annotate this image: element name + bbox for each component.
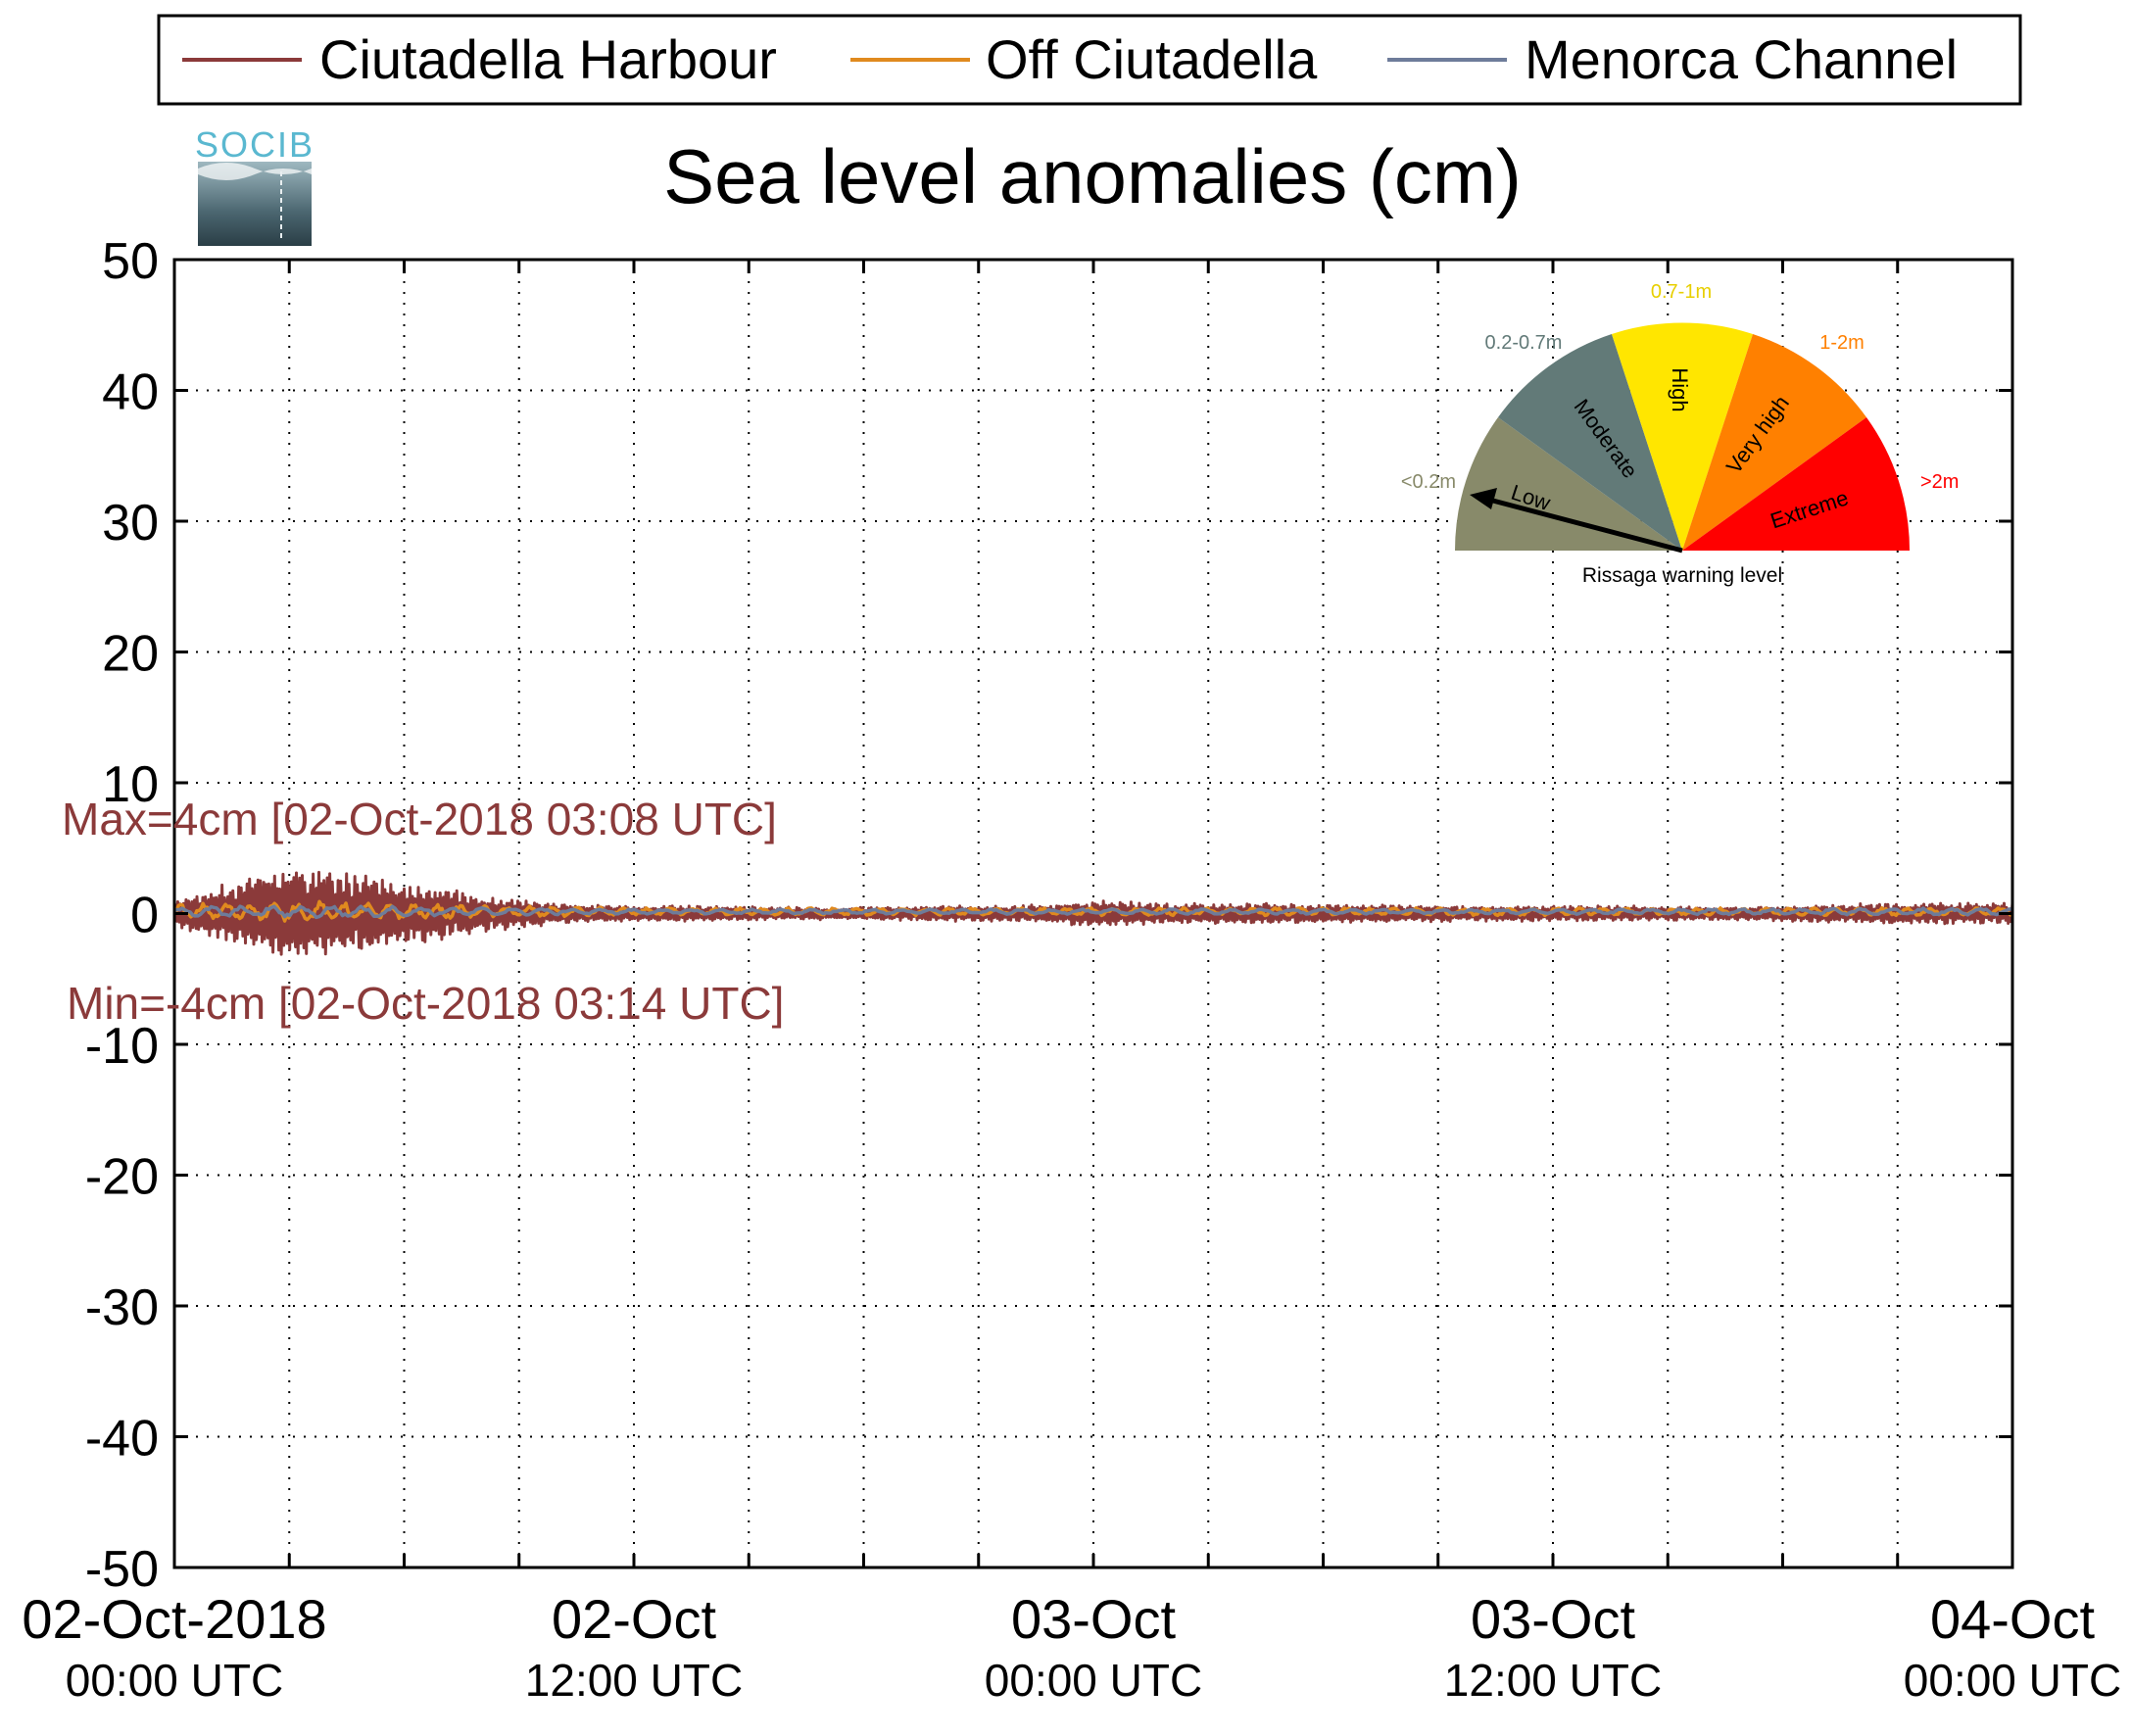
- x-tick-label-time: 00:00 UTC: [985, 1655, 1202, 1706]
- y-tick-label: 20: [102, 626, 159, 683]
- gauge-segment-extreme: [1682, 417, 1911, 551]
- x-tick-label-date: 03-Oct: [1471, 1588, 1635, 1650]
- gauge-range-moderate: 0.2-0.7m: [1485, 332, 1563, 354]
- gauge-label-high: High: [1668, 367, 1692, 411]
- chart-title: Sea level anomalies (cm): [663, 133, 1522, 219]
- y-tick-label: -10: [85, 1018, 159, 1075]
- x-tick-label-time: 00:00 UTC: [66, 1655, 283, 1706]
- gauge-range-low: <0.2m: [1401, 471, 1456, 493]
- gauge-segment-very-high: [1682, 334, 1866, 551]
- gauge-caption: Rissaga warning level: [1582, 564, 1782, 587]
- gauge-segment-moderate: [1498, 334, 1682, 551]
- legend-label-off: Off Ciutadella: [986, 28, 1318, 90]
- y-tick-label: -50: [85, 1541, 159, 1598]
- x-tick-label-time: 12:00 UTC: [525, 1655, 743, 1706]
- legend-label-channel: Menorca Channel: [1525, 28, 1958, 90]
- gauge-range-very-high: 1-2m: [1819, 332, 1865, 354]
- legend-label-harbour: Ciutadella Harbour: [319, 28, 777, 90]
- x-tick-label-time: 00:00 UTC: [1904, 1655, 2121, 1706]
- y-tick-label: 50: [102, 233, 159, 290]
- y-tick-label: 40: [102, 364, 159, 421]
- x-tick-label-date: 03-Oct: [1011, 1588, 1176, 1650]
- x-tick-label-date: 02-Oct-2018: [22, 1588, 326, 1650]
- gauge-range-high: 0.7-1m: [1651, 281, 1712, 303]
- legend-box: [157, 14, 2022, 106]
- legend: Ciutadella Harbour Off Ciutadella Menorc…: [157, 14, 2022, 106]
- gauge-range-extreme: >2m: [1920, 471, 1959, 493]
- logo-text: SOCIB: [195, 124, 315, 165]
- gauge-needle: [1488, 497, 1683, 554]
- y-tick-label: -40: [85, 1411, 159, 1468]
- gauge-needle-head: [1470, 488, 1497, 509]
- x-tick-label-time: 12:00 UTC: [1444, 1655, 1662, 1706]
- x-tick-label-date: 02-Oct: [552, 1588, 716, 1650]
- series-layer: [172, 870, 2014, 956]
- series-line-menorca-channel: [173, 904, 2013, 920]
- socib-logo: SOCIB: [195, 124, 315, 246]
- max-annotation: Max=4cm [02-Oct-2018 03:08 UTC]: [62, 794, 777, 844]
- gauge-segment-low: [1455, 417, 1682, 551]
- x-tick-label-date: 04-Oct: [1930, 1588, 2095, 1650]
- y-tick-label: 10: [102, 756, 159, 813]
- gauge-segment-high: [1612, 322, 1753, 551]
- y-tick-label: -30: [85, 1279, 159, 1336]
- tick-layer: 50403020100-10-20-30-40-5002-Oct-201800:…: [22, 233, 2121, 1706]
- y-tick-label: 0: [130, 888, 159, 944]
- logo-wave: [198, 163, 312, 180]
- y-tick-label: 30: [102, 495, 159, 552]
- min-annotation: Min=-4cm [02-Oct-2018 03:14 UTC]: [67, 978, 784, 1029]
- y-tick-label: -20: [85, 1149, 159, 1206]
- rissaga-gauge: Low Moderate High Very high Extreme <0.2…: [1401, 281, 1960, 587]
